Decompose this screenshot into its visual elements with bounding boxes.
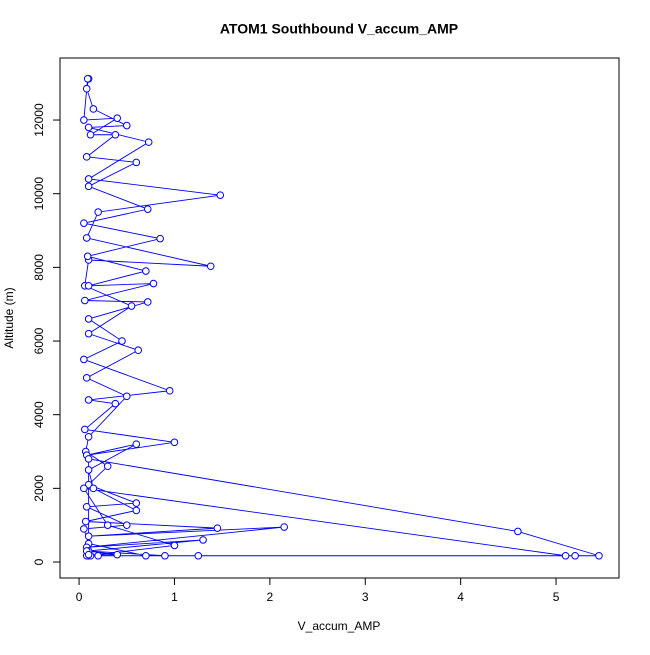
data-point [156, 234, 164, 243]
data-point [83, 252, 92, 261]
data-point [194, 551, 203, 560]
data-point [81, 425, 89, 434]
data-point [89, 105, 98, 113]
data-point [122, 121, 131, 130]
data-point [84, 396, 93, 404]
data-point [84, 455, 93, 463]
data-point [170, 438, 179, 447]
data-point [82, 502, 91, 511]
data-point [83, 74, 92, 83]
x-tick-label: 0 [76, 590, 83, 604]
x-axis-label: V_accum_AMP [298, 619, 381, 633]
data-point [165, 386, 174, 395]
data-point [216, 191, 225, 199]
data-point [113, 114, 122, 122]
data-point [84, 182, 93, 191]
data-point [80, 355, 88, 364]
data-point [84, 123, 93, 132]
data-point [82, 234, 91, 242]
data-point [132, 440, 141, 448]
y-tick-label: 10000 [32, 177, 46, 211]
data-point [142, 551, 150, 560]
data-point [94, 551, 102, 560]
data-point [132, 158, 141, 167]
data-point [80, 219, 88, 227]
data-point [143, 205, 152, 213]
data-point [113, 550, 122, 559]
data-point [103, 462, 112, 471]
data-point [81, 296, 89, 305]
data-point [84, 466, 93, 474]
data-point [122, 521, 131, 529]
data-point [82, 84, 91, 93]
data-point [86, 130, 95, 139]
data-point [84, 532, 93, 541]
data-point [213, 524, 222, 532]
data-point [84, 281, 93, 290]
y-tick-label: 0 [32, 558, 46, 565]
data-point [132, 506, 141, 515]
data-point [84, 432, 93, 441]
data-point [81, 517, 90, 526]
x-tick-label: 3 [362, 590, 369, 604]
data-line [82, 78, 600, 557]
data-point [144, 138, 153, 146]
data-point [80, 116, 88, 124]
y-axis-label: Altitude (m) [2, 287, 16, 348]
x-tick-label: 2 [267, 590, 274, 604]
data-point [84, 315, 93, 323]
x-tick-label: 4 [457, 590, 464, 604]
data-point [84, 550, 93, 559]
x-tick-label: 5 [553, 590, 560, 604]
data-point [80, 484, 88, 493]
data-point [111, 399, 120, 408]
data-point [134, 346, 143, 355]
data-point [143, 298, 152, 306]
chart-title: ATOM1 Southbound V_accum_AMP [220, 21, 458, 37]
data-point [84, 175, 93, 183]
data-point [80, 525, 88, 533]
data-point [82, 374, 91, 382]
data-point [280, 523, 288, 531]
data-point [103, 521, 112, 529]
data-point [127, 302, 136, 310]
data-point [122, 392, 131, 401]
data-point [149, 279, 158, 288]
data-point [132, 499, 141, 507]
y-tick-label: 2000 [32, 475, 46, 502]
data-point [206, 262, 215, 271]
data-point [571, 551, 579, 560]
y-tick-label: 6000 [32, 327, 46, 354]
data-point [170, 541, 179, 550]
y-tick-label: 8000 [32, 254, 46, 281]
data-point [595, 551, 603, 560]
data-point [82, 153, 91, 161]
data-point [561, 551, 570, 560]
data-point [84, 329, 93, 338]
data-point [89, 484, 98, 493]
data-point [111, 130, 120, 139]
x-tick-label: 1 [171, 590, 178, 604]
data-point [118, 337, 126, 345]
data-point [94, 208, 102, 216]
data-point [514, 527, 522, 536]
data-point [142, 267, 150, 275]
y-tick-label: 12000 [32, 103, 46, 137]
data-point [161, 551, 169, 560]
y-tick-label: 4000 [32, 401, 46, 428]
data-point [199, 536, 207, 544]
